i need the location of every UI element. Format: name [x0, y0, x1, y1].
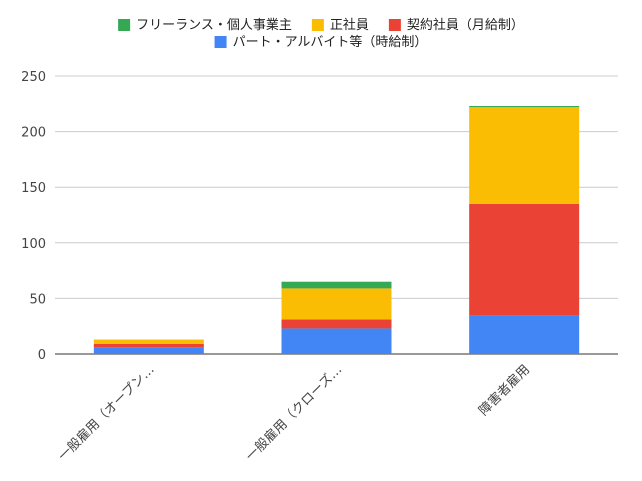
bar-segment — [93, 343, 204, 348]
legend: フリーランス・個人事業主 正社員 契約社員（月給制）パート・アルバイト等（時給制） — [118, 17, 524, 50]
y-tick-label: 0 — [38, 348, 46, 363]
bar-segment — [281, 288, 392, 320]
y-tick-label: 150 — [21, 181, 46, 196]
y-tick-label: 50 — [29, 292, 46, 307]
legend-swatch — [118, 19, 131, 31]
legend-label: 正社員 — [330, 17, 369, 33]
y-tick-label: 250 — [21, 70, 46, 85]
y-tick-label: 100 — [21, 237, 46, 252]
bar-segment — [469, 107, 580, 204]
bar-segment — [281, 319, 392, 329]
legend-item: 正社員 — [311, 17, 369, 33]
legend-label: パート・アルバイト等（時給制） — [233, 34, 428, 50]
x-tick-label: 一般雇用（オープン… — [55, 362, 158, 465]
x-axis: 一般雇用（オープン… 一般雇用（クローズ… 障害者雇用 — [55, 362, 533, 465]
legend-item: 契約社員（月給制） — [388, 17, 524, 33]
legend-swatch — [214, 36, 227, 48]
y-axis: 0 50 100 150 200 250 — [21, 70, 46, 363]
legend-item: パート・アルバイト等（時給制） — [214, 34, 428, 50]
legend-item: フリーランス・個人事業主 — [118, 17, 292, 33]
x-tick-label: 一般雇用（クローズ… — [243, 362, 346, 465]
legend-swatch — [311, 19, 324, 31]
bar-segment — [469, 106, 580, 108]
bar-segment — [93, 339, 204, 344]
bar-segment — [469, 203, 580, 316]
bar-segment — [281, 328, 392, 354]
legend-label: フリーランス・個人事業主 — [136, 17, 292, 33]
bar-segment — [469, 315, 580, 354]
legend-label: 契約社員（月給制） — [407, 17, 524, 33]
legend-swatch — [388, 19, 401, 31]
bar-segment — [281, 281, 392, 289]
x-tick-label: 障害者雇用 — [476, 362, 533, 419]
y-tick-label: 200 — [21, 126, 46, 141]
bars — [93, 106, 580, 354]
bar-segment — [93, 347, 204, 354]
